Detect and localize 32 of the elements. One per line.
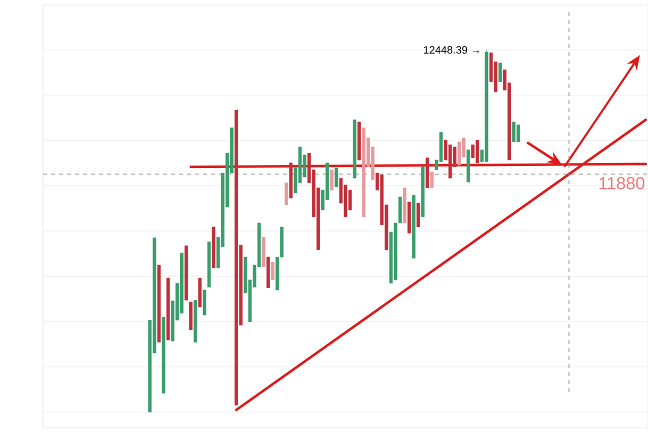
candlestick <box>184 246 188 300</box>
annotation: 11880 <box>599 177 644 190</box>
candlestick <box>162 316 166 394</box>
annotation: 12448.39 → <box>424 46 480 54</box>
candlestick <box>189 302 193 330</box>
candlestick <box>234 110 238 406</box>
candlestick <box>202 290 206 316</box>
candlestick <box>157 264 161 342</box>
candlestick <box>498 62 502 82</box>
candlestick <box>207 242 211 288</box>
candlestick <box>198 278 202 308</box>
candlestick <box>426 158 430 188</box>
candlestick <box>421 166 425 218</box>
candlestick <box>212 226 216 268</box>
candlestick <box>352 120 356 178</box>
candlestick <box>166 278 170 340</box>
candlestick <box>262 236 266 268</box>
candlestick <box>357 122 361 160</box>
candlestick <box>334 168 338 187</box>
candlestick <box>412 194 416 258</box>
candlestick <box>402 188 406 224</box>
candlestick <box>266 256 270 288</box>
candlestick <box>512 122 516 142</box>
candlestick <box>284 182 288 206</box>
candlestick <box>194 300 198 342</box>
candlestick <box>271 262 274 280</box>
candlestick <box>407 202 411 234</box>
candlestick <box>289 162 293 198</box>
candlestick <box>416 202 420 228</box>
candlestick <box>466 150 470 182</box>
candlestick <box>330 170 334 190</box>
candlestick <box>430 172 434 188</box>
